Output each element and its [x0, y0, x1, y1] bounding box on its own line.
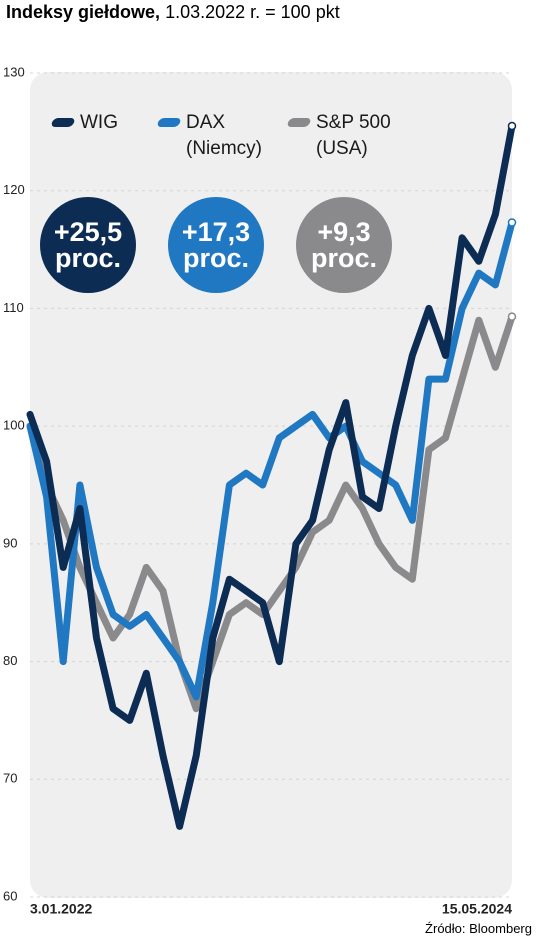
change-badge: +17,3 proc.	[168, 197, 264, 293]
y-tick-label: 110	[3, 300, 24, 315]
change-label: +25,5 proc.	[53, 217, 123, 273]
end-point	[507, 218, 517, 227]
legend-item: S&P 500 (USA)	[286, 110, 406, 162]
source: Źródło: Bloomberg	[425, 921, 532, 936]
end-point	[507, 312, 517, 321]
line-series	[26, 122, 516, 830]
x-tick-label: 3.01.2022	[30, 901, 92, 917]
change-badge: +9,3 proc.	[296, 197, 392, 293]
change-badge: +25,5 proc.	[40, 197, 136, 293]
end-point	[507, 121, 517, 131]
y-tick-label: 60	[3, 888, 17, 903]
legend-swatch	[50, 118, 76, 127]
legend-label: DAX (Niemcy)	[186, 112, 262, 159]
header: Indeksy giełdowe, 1.03.2022 r. = 100 pkt	[6, 2, 340, 23]
change-label: +17,3 proc.	[181, 217, 251, 273]
x-tick-label: 15.05.2024	[442, 901, 512, 917]
chart-title: Indeksy giełdowe,	[6, 2, 161, 22]
legend-label: WIG	[80, 112, 118, 133]
legend-swatch	[156, 118, 182, 127]
y-tick-label: 100	[3, 418, 25, 433]
change-label: +9,3 proc.	[310, 217, 377, 273]
legend-swatch	[286, 118, 312, 127]
line-series	[26, 313, 516, 713]
legend-item: WIG	[50, 110, 122, 136]
y-tick-label: 120	[3, 182, 25, 197]
y-tick-label: 70	[3, 771, 17, 786]
plot-panel	[30, 72, 512, 898]
chart-subtitle: 1.03.2022 r. = 100 pkt	[165, 2, 340, 22]
y-tick-label: 130	[3, 64, 25, 79]
legend-item: DAX (Niemcy)	[156, 110, 276, 162]
line-series	[26, 219, 516, 701]
legend-label: S&P 500 (USA)	[316, 112, 391, 159]
y-tick-label: 90	[3, 535, 17, 550]
y-tick-label: 80	[3, 653, 17, 668]
